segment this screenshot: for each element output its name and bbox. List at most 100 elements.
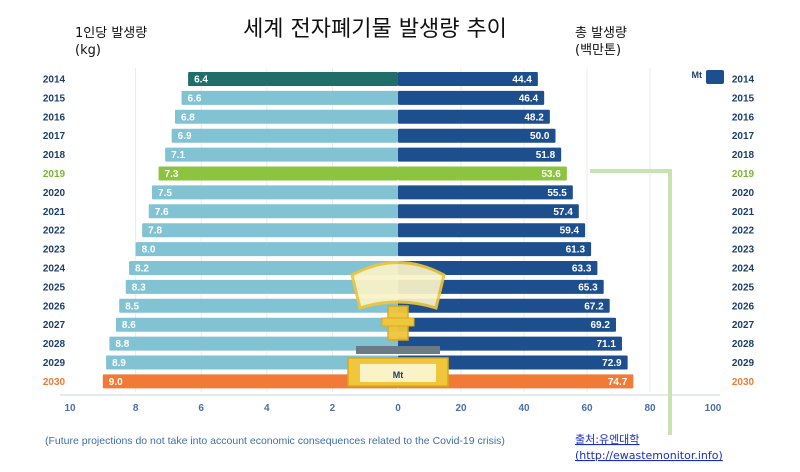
bar-total-2017 [398, 128, 556, 143]
label-per-capita-2022: 7.8 [148, 226, 162, 237]
year-label-left-2026: 2026 [43, 301, 66, 312]
chart-title: 세계 전자폐기물 발생량 추이 [243, 17, 507, 42]
year-label-left-2030: 2030 [43, 377, 66, 388]
year-label-right-2020: 2020 [732, 188, 755, 199]
label-per-capita-2028: 8.8 [115, 339, 129, 350]
unit-badge-label: Mt [692, 70, 703, 80]
label-total-2030: 74.7 [608, 377, 628, 388]
tick-right-60: 60 [581, 403, 593, 414]
scale-base-panel [360, 364, 436, 382]
label-total-2028: 71.1 [596, 339, 616, 350]
year-label-left-2017: 2017 [43, 131, 66, 142]
scale-mt-label: Mt [393, 370, 404, 380]
scale-dial [350, 261, 446, 310]
year-label-right-2022: 2022 [732, 226, 755, 237]
year-label-left-2016: 2016 [43, 112, 66, 123]
bar-total-2018 [398, 147, 562, 162]
bar-total-2029 [398, 355, 628, 370]
label-total-2021: 57.4 [553, 207, 573, 218]
year-label-left-2025: 2025 [43, 282, 66, 293]
label-per-capita-2027: 8.6 [122, 320, 136, 331]
left-axis-label-line2: (kg) [75, 43, 101, 58]
label-per-capita-2030: 9.0 [109, 377, 123, 388]
bar-per-capita-2023 [135, 242, 398, 257]
bar-total-2025 [398, 279, 604, 294]
right-axis-label-line2: (백만톤) [575, 43, 621, 58]
bar-per-capita-2030 [102, 374, 399, 389]
year-label-left-2019: 2019 [43, 169, 66, 180]
label-total-2017: 50.0 [530, 131, 550, 142]
year-label-right-2028: 2028 [732, 339, 755, 350]
label-per-capita-2014: 6.4 [194, 75, 208, 86]
label-per-capita-2023: 8.0 [142, 245, 156, 256]
tick-right-40: 40 [518, 403, 530, 414]
label-total-2016: 48.2 [524, 112, 544, 123]
year-label-right-2030: 2030 [732, 377, 755, 388]
label-total-2014: 44.4 [512, 75, 532, 86]
year-label-right-2023: 2023 [732, 245, 755, 256]
year-label-right-2019: 2019 [732, 169, 755, 180]
label-per-capita-2025: 8.3 [132, 282, 146, 293]
label-total-2026: 67.2 [584, 301, 604, 312]
tick-right-100: 100 [705, 403, 722, 414]
unit-badge-swatch [706, 70, 724, 84]
bar-total-2026 [398, 298, 610, 313]
year-label-right-2017: 2017 [732, 131, 755, 142]
year-label-left-2028: 2028 [43, 339, 66, 350]
label-total-2015: 46.4 [519, 93, 539, 104]
label-total-2020: 55.5 [547, 188, 567, 199]
tick-left-10: 10 [64, 403, 76, 414]
source-line1[interactable]: 출처:유엔대학 [575, 433, 639, 446]
label-per-capita-2015: 6.6 [188, 93, 202, 104]
year-label-left-2020: 2020 [43, 188, 66, 199]
year-label-left-2022: 2022 [43, 226, 66, 237]
year-label-right-2018: 2018 [732, 150, 755, 161]
source-line2[interactable]: (http://ewastemonitor.info) [575, 449, 723, 462]
bar-per-capita-2026 [119, 298, 398, 313]
bar-total-2016 [398, 109, 550, 124]
right-axis-label-line1: 총 발생량 [575, 26, 627, 41]
bar-total-2019 [398, 166, 567, 181]
label-per-capita-2017: 6.9 [178, 131, 192, 142]
tick-left-2: 2 [330, 403, 336, 414]
tick-left-0: 0 [395, 403, 401, 414]
bars-group: 6.4 44.4 2014 2014 6.6 46.4 2015 2015 6.8 48.2 201… [43, 72, 755, 389]
bar-per-capita-2017 [171, 128, 398, 143]
year-label-left-2015: 2015 [43, 93, 66, 104]
bar-total-2015 [398, 90, 545, 105]
bar-total-2023 [398, 242, 592, 257]
scale-ring [381, 317, 415, 327]
year-label-right-2014: 2014 [732, 75, 755, 86]
bar-total-2014 [398, 72, 538, 86]
bar-per-capita-2029 [106, 355, 398, 370]
bar-per-capita-2019 [158, 166, 398, 181]
year-label-left-2014: 2014 [43, 75, 66, 86]
scale-illustration: Mt [347, 261, 449, 387]
label-per-capita-2020: 7.5 [158, 188, 172, 199]
label-per-capita-2024: 8.2 [135, 264, 149, 275]
bar-per-capita-2028 [109, 336, 399, 351]
tick-left-4: 4 [264, 403, 270, 414]
bar-per-capita-2027 [115, 317, 399, 332]
year-label-left-2021: 2021 [43, 207, 66, 218]
label-total-2022: 59.4 [560, 226, 580, 237]
year-label-left-2027: 2027 [43, 320, 66, 331]
bar-total-2028 [398, 336, 622, 351]
callout-line [590, 169, 672, 435]
year-label-right-2025: 2025 [732, 282, 755, 293]
bar-total-2024 [398, 261, 598, 275]
bar-total-2030 [398, 374, 634, 389]
bar-per-capita-2018 [165, 147, 398, 162]
bar-total-2022 [398, 223, 586, 238]
label-per-capita-2026: 8.5 [125, 301, 139, 312]
year-label-right-2015: 2015 [732, 93, 755, 104]
year-label-left-2023: 2023 [43, 245, 66, 256]
year-label-right-2016: 2016 [732, 112, 755, 123]
bar-per-capita-2016 [174, 109, 398, 124]
label-total-2019: 53.6 [541, 169, 561, 180]
year-label-right-2024: 2024 [732, 264, 755, 275]
label-per-capita-2016: 6.8 [181, 112, 195, 123]
bar-total-2027 [398, 317, 616, 332]
axes-group: 10 8 6 4 2 0 20 40 60 80 100 [60, 394, 722, 414]
